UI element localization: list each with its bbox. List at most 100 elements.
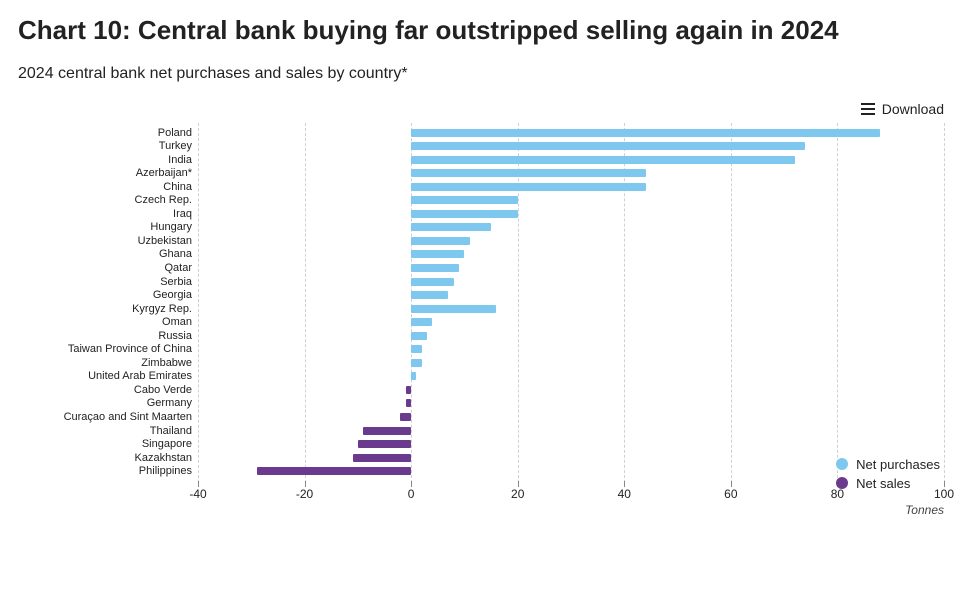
bar [353,454,412,462]
bar [411,318,432,326]
bar [411,237,470,245]
x-tick-label: 40 [618,487,631,501]
bar-row [198,465,944,478]
chart-subtitle: 2024 central bank net purchases and sale… [18,65,944,83]
bar-row [198,181,944,194]
bar-row [198,357,944,370]
row-label: Singapore [18,438,192,451]
bar-row [198,397,944,410]
row-label: Philippines [18,465,192,478]
legend: Net purchases Net sales [836,453,940,491]
row-label: Germany [18,397,192,410]
bar-row [198,343,944,356]
bar-row [198,370,944,383]
legend-swatch [836,477,848,489]
legend-item: Net purchases [836,457,940,472]
x-axis-title: Tonnes [905,503,944,517]
row-label: Ghana [18,248,192,261]
bar-row [198,303,944,316]
bar [411,345,422,353]
legend-label: Net purchases [856,457,940,472]
menu-icon [860,102,876,116]
download-button[interactable]: Download [18,101,944,117]
bar-row [198,262,944,275]
x-tick-label: -20 [296,487,313,501]
bar-row [198,316,944,329]
x-tick-label: 0 [408,487,415,501]
bar-row [198,208,944,221]
row-label: Qatar [18,262,192,275]
bar-row [198,289,944,302]
legend-item: Net sales [836,476,940,491]
bar [411,359,422,367]
row-label: Oman [18,316,192,329]
bar [363,427,411,435]
gridline [944,123,945,483]
row-label: United Arab Emirates [18,370,192,383]
bar-row [198,330,944,343]
row-label: Czech Rep. [18,194,192,207]
bar-row [198,438,944,451]
bar [411,305,496,313]
bar [411,169,645,177]
bar [400,413,411,421]
bar [406,386,411,394]
row-label: Thailand [18,425,192,438]
bar [406,399,411,407]
row-label: Cabo Verde [18,384,192,397]
plot-area [198,123,944,483]
legend-label: Net sales [856,476,910,491]
bar [411,210,518,218]
x-axis: Tonnes -40-20020406080100 [198,485,944,521]
download-label: Download [882,101,944,117]
bar [411,291,448,299]
bar-row [198,452,944,465]
row-label: China [18,181,192,194]
row-label: Taiwan Province of China [18,343,192,356]
row-label: Poland [18,127,192,140]
row-label: Turkey [18,140,192,153]
row-label: Curaçao and Sint Maarten [18,411,192,424]
x-tick-label: 20 [511,487,524,501]
bar [358,440,411,448]
bar-row [198,248,944,261]
row-label: India [18,154,192,167]
legend-swatch [836,458,848,470]
bar [411,264,459,272]
bar-row [198,167,944,180]
bar [411,223,491,231]
bar-row [198,140,944,153]
bar [411,332,427,340]
row-label: Hungary [18,221,192,234]
chart-title: Chart 10: Central bank buying far outstr… [18,14,944,47]
bar-row [198,276,944,289]
bar [411,129,880,137]
bar-row [198,425,944,438]
row-label: Iraq [18,208,192,221]
row-label: Kazakhstan [18,452,192,465]
bar [411,156,795,164]
bar [411,196,518,204]
bar [411,372,416,380]
x-tick-label: -40 [189,487,206,501]
row-label: Azerbaijan* [18,167,192,180]
bar [411,250,464,258]
bar [257,467,412,475]
row-label: Russia [18,330,192,343]
bar-row [198,154,944,167]
row-label: Serbia [18,276,192,289]
y-axis-labels: PolandTurkeyIndiaAzerbaijan*ChinaCzech R… [18,123,198,483]
bar [411,278,454,286]
bar-row [198,127,944,140]
bar [411,183,645,191]
row-label: Uzbekistan [18,235,192,248]
bar-row [198,194,944,207]
row-label: Georgia [18,289,192,302]
bar [411,142,805,150]
row-label: Zimbabwe [18,357,192,370]
x-tick-label: 60 [724,487,737,501]
bar-row [198,235,944,248]
bar-row [198,384,944,397]
row-label: Kyrgyz Rep. [18,303,192,316]
chart: PolandTurkeyIndiaAzerbaijan*ChinaCzech R… [18,123,944,521]
